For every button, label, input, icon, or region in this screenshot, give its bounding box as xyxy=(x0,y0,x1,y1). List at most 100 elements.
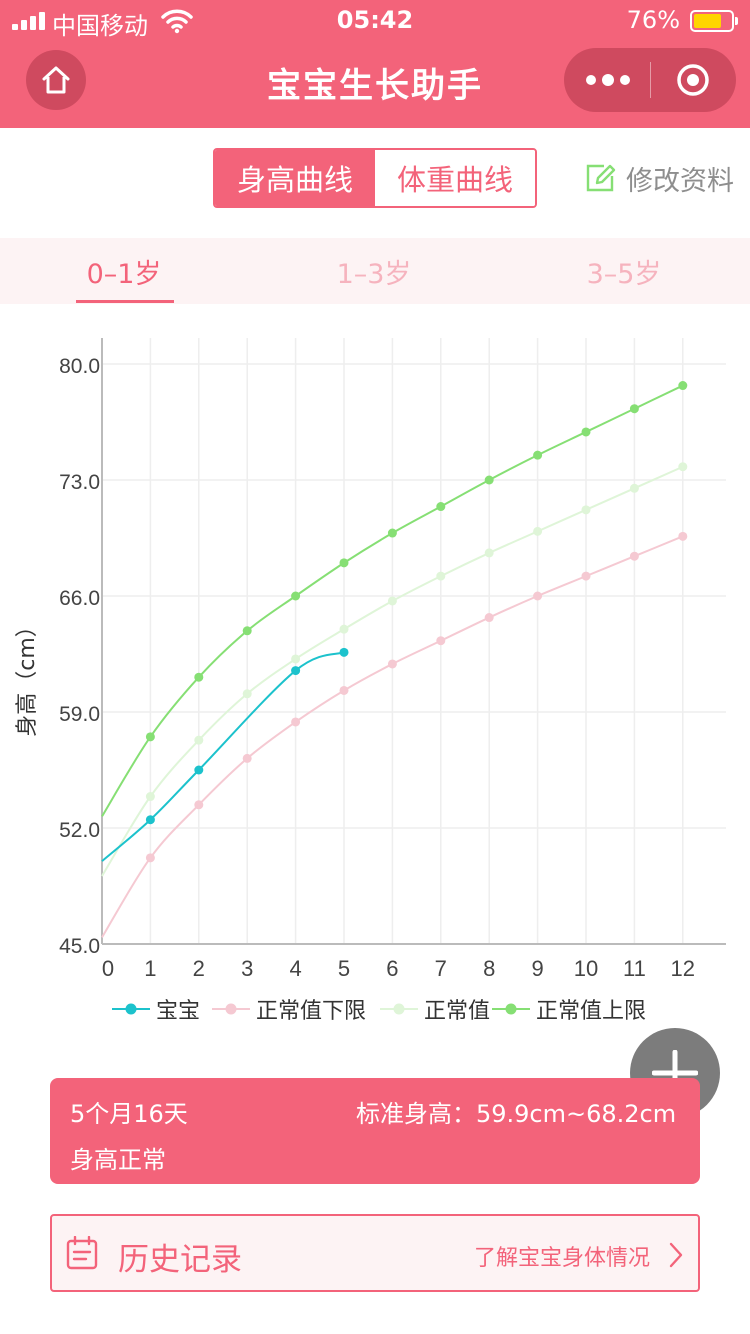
data-point xyxy=(581,505,591,515)
legend-marker xyxy=(125,1003,137,1015)
chevron-right-icon xyxy=(669,1242,683,1268)
home-button[interactable] xyxy=(26,50,86,110)
y-tick-label: 59.0 xyxy=(59,703,100,726)
legend-marker xyxy=(225,1003,237,1015)
x-tick-label: 3 xyxy=(241,956,253,981)
y-tick-label: 66.0 xyxy=(59,587,100,610)
x-tick-label: 9 xyxy=(531,956,543,981)
data-point xyxy=(291,654,301,664)
series-line-宝宝 xyxy=(101,651,345,862)
data-point xyxy=(145,853,155,863)
y-tick-label: 73.0 xyxy=(59,471,100,494)
data-point xyxy=(242,689,252,699)
data-point xyxy=(145,792,155,802)
y-axis-label: 身高（cm） xyxy=(15,615,40,737)
active-tab-indicator xyxy=(76,300,174,303)
data-point xyxy=(581,571,591,581)
data-point xyxy=(387,596,397,606)
home-icon xyxy=(42,66,70,94)
battery-percent: 76% xyxy=(626,6,680,34)
data-point xyxy=(484,548,494,558)
legend-label: 正常值下限 xyxy=(256,999,366,1024)
legend-marker xyxy=(393,1003,405,1015)
header: 中国移动 05:42 76% 宝宝生长助手 xyxy=(0,0,750,128)
status-bar: 中国移动 05:42 76% xyxy=(0,0,750,40)
history-title: 历史记录 xyxy=(118,1242,242,1278)
data-point xyxy=(629,551,639,561)
x-tick-label: 7 xyxy=(435,956,447,981)
history-hint: 了解宝宝身体情况 xyxy=(473,1246,650,1271)
edit-icon xyxy=(586,164,616,192)
data-point xyxy=(678,381,688,391)
age-range-tabs: 0–1岁 1–3岁 3–5岁 xyxy=(0,238,750,304)
data-point xyxy=(291,666,301,676)
y-tick-label: 45.0 xyxy=(59,935,100,958)
clock: 05:42 xyxy=(336,6,414,34)
standard-height-range: 标准身高：59.9cm~68.2cm xyxy=(356,1100,677,1128)
legend-label: 宝宝 xyxy=(156,999,200,1024)
data-point xyxy=(484,475,494,485)
height-growth-chart: 45.052.059.066.073.080.00 1 2 3 4 5 6 7 8 9 10 11 12… xyxy=(15,338,726,1024)
height-status: 身高正常 xyxy=(70,1146,166,1174)
x-tick-label: 11 xyxy=(623,956,646,981)
signal-icon xyxy=(12,12,46,30)
data-point xyxy=(194,765,204,775)
x-tick-label: 2 xyxy=(193,956,205,981)
y-tick-label: 52.0 xyxy=(59,819,100,842)
curve-type-switch: 身高曲线 体重曲线 xyxy=(213,148,537,208)
data-point xyxy=(581,427,591,437)
data-point xyxy=(339,624,349,634)
x-tick-label: 8 xyxy=(483,956,495,981)
data-point xyxy=(678,462,688,472)
data-point xyxy=(242,626,252,636)
data-point xyxy=(145,815,155,825)
page-title: 宝宝生长助手 xyxy=(267,66,483,106)
legend-label: 正常值上限 xyxy=(536,999,646,1024)
x-tick-label: 5 xyxy=(338,956,350,981)
x-tick-label: 6 xyxy=(386,956,398,981)
data-point xyxy=(339,685,349,695)
data-point xyxy=(145,732,155,742)
data-point xyxy=(436,636,446,646)
more-icon xyxy=(586,75,596,85)
data-point xyxy=(533,450,543,460)
data-point xyxy=(291,717,301,727)
x-tick-label: 0 xyxy=(102,956,114,981)
data-point xyxy=(436,571,446,581)
tab-age-1-3[interactable]: 1–3岁 xyxy=(336,259,412,290)
legend-label: 正常值 xyxy=(424,999,490,1024)
y-tick-label: 80.0 xyxy=(59,355,100,378)
battery-icon xyxy=(690,10,738,32)
data-point xyxy=(242,753,252,763)
data-point xyxy=(339,647,349,657)
data-point xyxy=(387,528,397,538)
history-record-button[interactable]: 历史记录 了解宝宝身体情况 xyxy=(50,1214,700,1292)
tab-age-0-1[interactable]: 0–1岁 xyxy=(86,259,162,290)
tab-height-curve[interactable]: 身高曲线 xyxy=(215,150,375,206)
mini-program-capsule xyxy=(564,48,736,112)
more-button[interactable] xyxy=(586,70,630,90)
x-tick-label: 10 xyxy=(574,956,598,981)
data-point xyxy=(194,672,204,682)
data-point xyxy=(629,404,639,414)
edit-profile-label: 修改资料 xyxy=(626,165,734,197)
data-point xyxy=(339,558,349,568)
data-point xyxy=(533,591,543,601)
edit-profile-button[interactable]: 修改资料 xyxy=(584,160,734,197)
wifi-icon xyxy=(161,9,193,34)
tab-weight-curve[interactable]: 体重曲线 xyxy=(375,150,535,206)
carrier-label: 中国移动 xyxy=(52,12,148,40)
data-point xyxy=(291,591,301,601)
data-point xyxy=(387,659,397,669)
close-program-button[interactable] xyxy=(676,63,710,97)
x-tick-label: 4 xyxy=(289,956,301,981)
data-point xyxy=(436,502,446,512)
data-point xyxy=(194,735,204,745)
tab-age-3-5[interactable]: 3–5岁 xyxy=(586,259,662,290)
result-card: 5个月16天 标准身高：59.9cm~68.2cm 身高正常 xyxy=(50,1078,700,1184)
data-point xyxy=(194,800,204,810)
baby-age: 5个月16天 xyxy=(70,1100,188,1128)
x-tick-label: 12 xyxy=(671,956,695,981)
calendar-icon xyxy=(66,1236,98,1270)
legend-marker xyxy=(505,1003,517,1015)
